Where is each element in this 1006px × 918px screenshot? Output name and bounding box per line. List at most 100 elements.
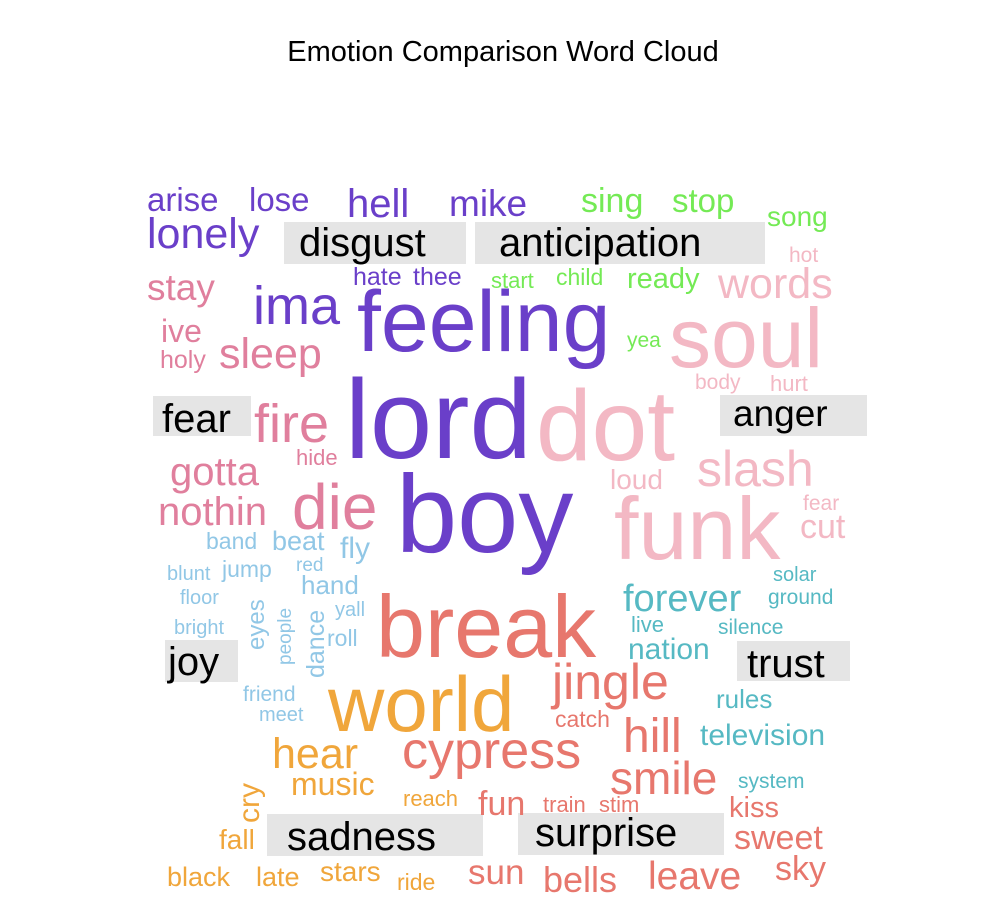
word-people: people bbox=[275, 608, 296, 665]
emotion-label-box bbox=[165, 640, 238, 682]
emotion-label-text: sadness bbox=[287, 815, 436, 859]
word-floor: floor bbox=[180, 587, 219, 609]
emotion-label-surprise: surprise bbox=[518, 811, 724, 855]
emotion-label-box bbox=[475, 222, 765, 264]
word-rules: rules bbox=[716, 684, 772, 714]
word-hand: hand bbox=[301, 570, 359, 600]
word-yall: yall bbox=[335, 599, 365, 621]
emotion-labels-layer: disgust anticipation fear anger joy trust sadn… bbox=[153, 221, 867, 859]
word-ready: ready bbox=[627, 263, 700, 295]
word-lord: lord bbox=[345, 357, 532, 482]
emotion-label-box bbox=[284, 222, 466, 264]
word-hide: hide bbox=[296, 445, 338, 470]
word-break: break bbox=[376, 577, 597, 676]
emotion-label-anger: anger bbox=[720, 393, 867, 436]
word-sleep: sleep bbox=[219, 330, 322, 378]
word-black: black bbox=[167, 862, 231, 892]
chart-title: Emotion Comparison Word Cloud bbox=[287, 36, 719, 68]
emotion-label-text: fear bbox=[162, 397, 231, 441]
word-lose: lose bbox=[249, 181, 310, 218]
emotion-label-fear: fear bbox=[153, 396, 251, 441]
word-yea: yea bbox=[627, 329, 661, 352]
word-stim: stim bbox=[599, 792, 639, 817]
word-hate: hate bbox=[353, 263, 402, 291]
word-band: band bbox=[206, 528, 257, 554]
word-hear: hear bbox=[272, 730, 358, 778]
word-hill: hill bbox=[623, 710, 682, 763]
word-reach: reach bbox=[403, 786, 458, 811]
word-world: world bbox=[327, 660, 514, 748]
word-late: late bbox=[256, 862, 300, 892]
word-ima: ima bbox=[253, 276, 341, 336]
word-smile: smile bbox=[610, 752, 717, 804]
word-lonely: lonely bbox=[147, 210, 260, 258]
word-feeling: feeling bbox=[357, 274, 610, 370]
word-silence: silence bbox=[718, 616, 783, 639]
word-dance: dance bbox=[302, 610, 330, 678]
word-holy: holy bbox=[160, 346, 206, 374]
word-sky: sky bbox=[775, 850, 826, 888]
emotion-label-box bbox=[153, 396, 251, 436]
word-meet: meet bbox=[259, 704, 304, 726]
word-music: music bbox=[291, 766, 375, 802]
word-bells: bells bbox=[543, 859, 617, 900]
word-cypress: cypress bbox=[402, 722, 581, 780]
word-catch: catch bbox=[555, 706, 610, 732]
word-soul: soul bbox=[669, 291, 823, 385]
word-roll: roll bbox=[327, 625, 358, 651]
word-loud: loud bbox=[610, 464, 663, 495]
word-stay: stay bbox=[147, 267, 215, 308]
emotion-label-text: joy bbox=[167, 640, 219, 684]
emotion-label-anticipation: anticipation bbox=[475, 221, 765, 265]
emotion-label-text: disgust bbox=[299, 221, 426, 265]
word-live: live bbox=[631, 612, 664, 637]
word-sing: sing bbox=[581, 182, 643, 220]
word-blunt: blunt bbox=[167, 563, 211, 585]
word-dot: dot bbox=[536, 370, 675, 482]
word-gotta: gotta bbox=[170, 450, 260, 494]
word-body: body bbox=[695, 371, 741, 394]
word-fall: fall bbox=[219, 824, 255, 855]
word-arise: arise bbox=[147, 181, 219, 218]
word-train: train bbox=[543, 792, 586, 817]
word-bright: bright bbox=[174, 617, 224, 639]
emotion-label-disgust: disgust bbox=[284, 221, 466, 265]
word-funk: funk bbox=[614, 479, 781, 578]
word-fire: fire bbox=[254, 394, 329, 454]
word-leave: leave bbox=[648, 855, 741, 898]
word-jingle: jingle bbox=[550, 654, 669, 710]
word-die: die bbox=[292, 471, 377, 543]
word-forever: forever bbox=[623, 578, 742, 620]
emotion-label-box bbox=[267, 814, 483, 856]
word-nothin: nothin bbox=[158, 490, 267, 534]
word-sweet: sweet bbox=[734, 819, 823, 857]
word-fly: fly bbox=[340, 532, 370, 565]
word-slash: slash bbox=[697, 441, 814, 497]
word-eyes: eyes bbox=[243, 599, 270, 650]
word-stars: stars bbox=[320, 856, 381, 887]
emotion-label-joy: joy bbox=[165, 640, 238, 684]
word-mike: mike bbox=[449, 183, 527, 224]
emotion-label-text: surprise bbox=[535, 811, 677, 855]
word-cry: cry bbox=[233, 783, 266, 823]
word-system: system bbox=[738, 770, 805, 793]
word-hot: hot bbox=[789, 244, 818, 267]
emotion-label-text: anger bbox=[733, 393, 828, 434]
word-song: song bbox=[767, 201, 828, 232]
word-solar: solar bbox=[773, 564, 817, 586]
emotion-label-box bbox=[518, 813, 724, 855]
word-ride: ride bbox=[397, 869, 435, 895]
word-words: words bbox=[717, 260, 833, 308]
word-ground: ground bbox=[768, 586, 833, 609]
word-hurt: hurt bbox=[770, 371, 808, 396]
word-friend: friend bbox=[243, 683, 296, 706]
word-red: red bbox=[296, 555, 323, 576]
emotion-label-text: anticipation bbox=[499, 221, 701, 265]
word-television: television bbox=[700, 719, 825, 752]
word-kiss: kiss bbox=[729, 792, 779, 824]
word-boy: boy bbox=[396, 453, 573, 576]
word-jump: jump bbox=[221, 556, 272, 582]
word-fun: fun bbox=[478, 785, 525, 823]
emotion-label-box bbox=[737, 641, 850, 681]
